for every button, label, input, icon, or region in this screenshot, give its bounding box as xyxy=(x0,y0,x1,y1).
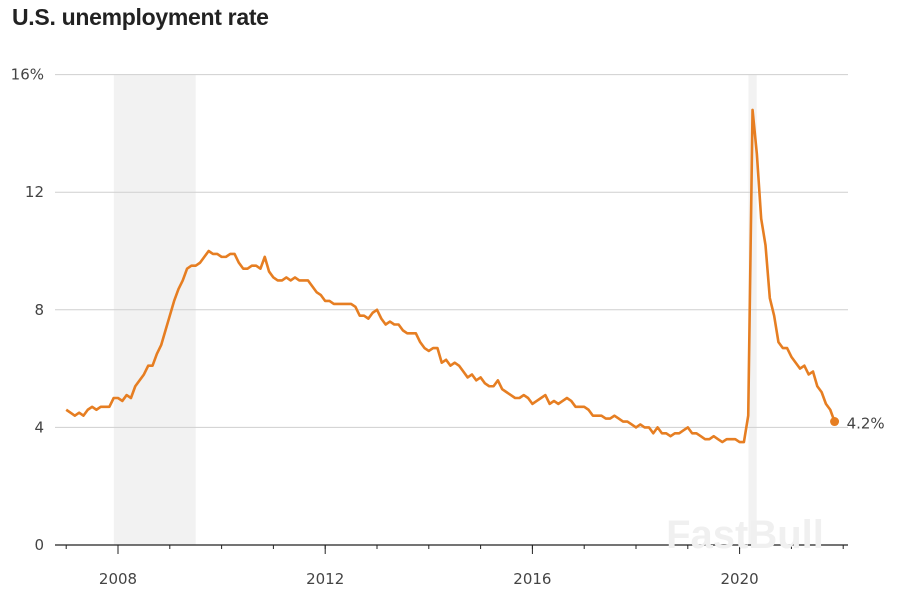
y-tick-label: 16% xyxy=(11,66,44,84)
x-tick-label: 2020 xyxy=(721,570,759,588)
watermark: FastBull xyxy=(666,513,824,557)
x-tick-label: 2008 xyxy=(99,570,137,588)
end-value-label: 4.2% xyxy=(847,415,885,433)
y-tick-label: 4 xyxy=(34,418,44,436)
end-point-marker xyxy=(830,417,840,427)
y-tick-label: 8 xyxy=(34,301,44,319)
y-tick-label: 12 xyxy=(25,183,44,201)
y-tick-label: 0 xyxy=(34,536,44,554)
unemployment-line xyxy=(65,108,836,444)
x-tick-label: 2012 xyxy=(306,570,344,588)
chart-title: U.S. unemployment rate xyxy=(12,4,269,30)
x-tick-label: 2016 xyxy=(513,570,551,588)
